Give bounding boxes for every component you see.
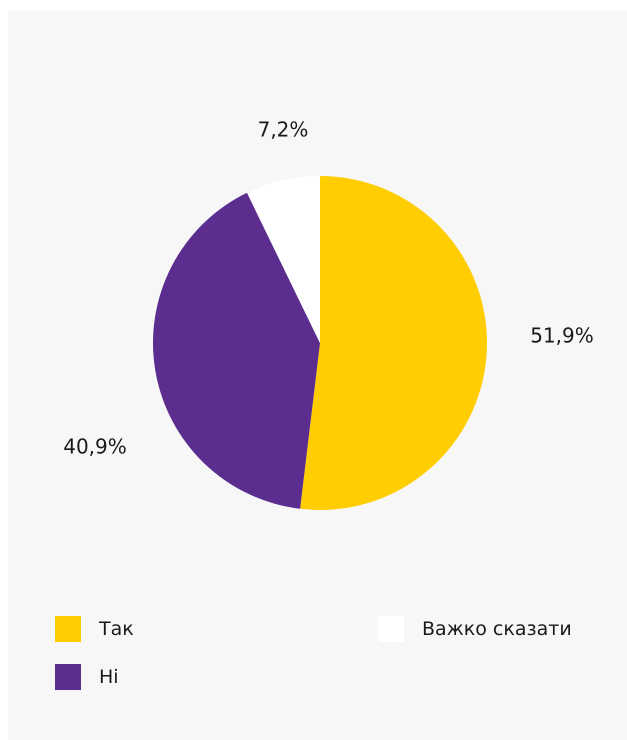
legend-swatch-tak [55,616,81,642]
legend-swatch-vazhko-skazaty [378,616,404,642]
slice-value-label-2: 7,2% [258,118,309,142]
legend-item-vazhko-skazaty: Важко сказати [378,616,572,642]
legend-label-tak: Так [99,618,134,640]
legend-swatch-ni [55,664,81,690]
legend-label-vazhko-skazaty: Важко сказати [422,618,572,640]
slice-value-label-0: 51,9% [530,324,594,348]
legend-label-ni: Ні [99,666,119,688]
pie-slice-0 [300,175,488,510]
legend-item-ni: Ні [55,664,119,690]
slice-value-label-1: 40,9% [63,435,127,459]
pie-slice-2 [247,176,320,343]
pie-slice-1 [153,192,320,509]
legend-item-tak: Так [55,616,134,642]
